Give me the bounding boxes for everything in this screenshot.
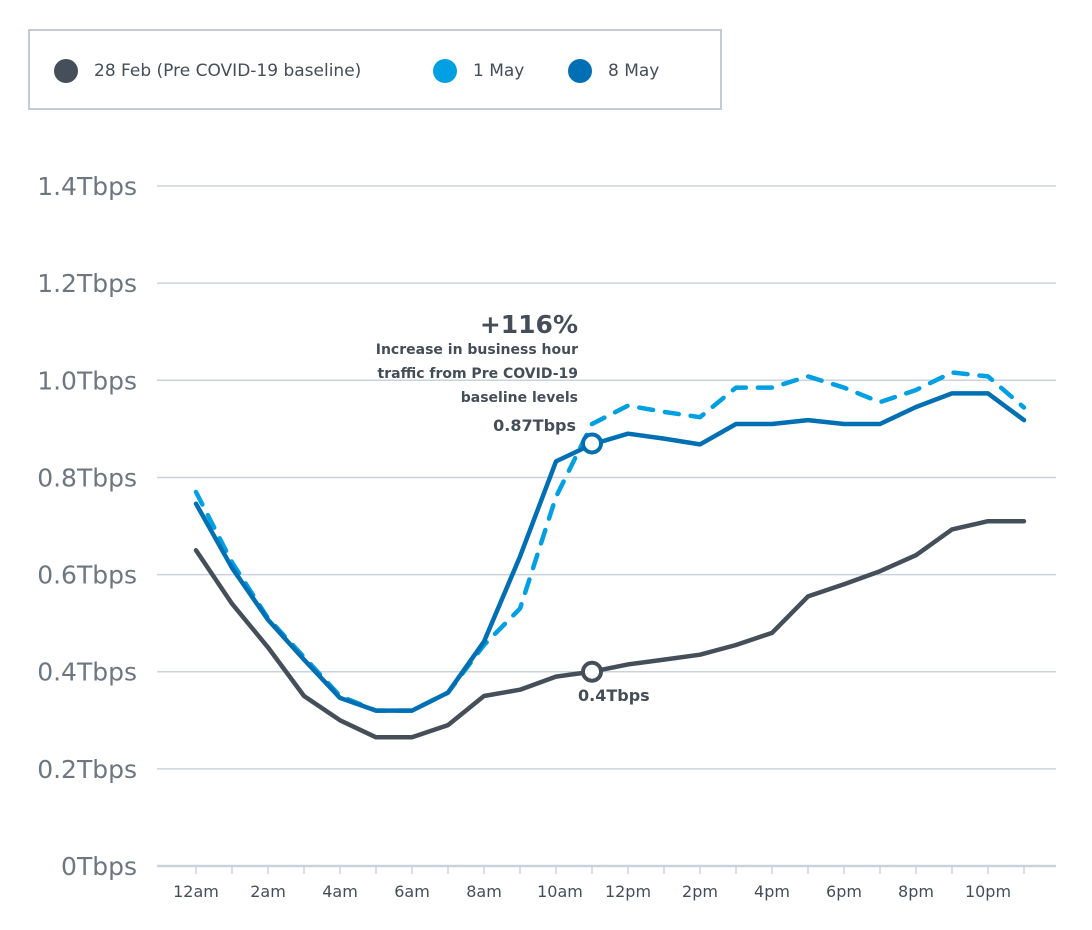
legend-item-8-may: 8 May xyxy=(568,59,659,83)
legend-label: 1 May xyxy=(473,61,525,81)
x-tick-label: 10am xyxy=(537,882,583,901)
x-tick-label: 2pm xyxy=(682,882,718,901)
y-tick-label: 0.4Tbps xyxy=(37,658,137,687)
series-line-28-feb xyxy=(193,518,1027,740)
y-tick-label: 0Tbps xyxy=(61,852,137,881)
x-tick-label: 10pm xyxy=(965,882,1011,901)
legend-item-1-may: 1 May xyxy=(433,59,524,83)
x-tick-label: 4am xyxy=(322,882,358,901)
annotation-value-8-may: 0.87Tbps xyxy=(493,416,576,435)
x-tick-label: 8pm xyxy=(898,882,934,901)
y-tick-label: 1.2Tbps xyxy=(37,269,137,298)
y-tick-label: 1.0Tbps xyxy=(37,366,137,395)
series-line-1-may xyxy=(193,370,1027,713)
series-lines xyxy=(193,370,1027,740)
chart-legend: 28 Feb (Pre COVID-19 baseline) 1 May 8 M… xyxy=(28,29,722,110)
highlight-marker-8-may xyxy=(581,432,603,455)
y-tick-label: 1.4Tbps xyxy=(37,172,137,201)
legend-swatch-28-feb xyxy=(54,59,78,83)
x-tick-label: 12am xyxy=(173,882,219,901)
y-tick-label: 0.2Tbps xyxy=(37,755,137,784)
series-line-8-may xyxy=(193,391,1027,713)
annotation-text: Increase in business hour xyxy=(376,342,578,358)
legend-label: 28 Feb (Pre COVID-19 baseline) xyxy=(94,61,362,81)
x-axis: 12am 2am 4am 6am 8am 10am 12pm 2pm 4pm 6pm 8pm 10pm xyxy=(173,866,1025,901)
annotations: +116% Increase in business hour traffic fr… xyxy=(376,310,650,705)
legend-swatch-8-may xyxy=(568,59,592,83)
x-tick-label: 6am xyxy=(394,882,430,901)
gridlines xyxy=(157,185,1056,868)
y-tick-label: 0.6Tbps xyxy=(37,561,137,590)
x-tick-label: 4pm xyxy=(754,882,790,901)
annotation-text: traffic from Pre COVID-19 xyxy=(378,366,578,382)
highlight-marker-28-feb xyxy=(581,660,603,683)
x-tick-label: 6pm xyxy=(826,882,862,901)
legend-swatch-1-may xyxy=(433,59,457,83)
annotation-text: baseline levels xyxy=(461,390,578,406)
x-tick-label: 8am xyxy=(466,882,502,901)
legend-item-28-feb: 28 Feb (Pre COVID-19 baseline) xyxy=(54,59,361,83)
y-axis-ticks: 0Tbps 0.2Tbps 0.4Tbps 0.6Tbps 0.8Tbps 1.0Tbps… xyxy=(37,172,137,881)
annotation-headline: +116% xyxy=(480,310,578,339)
x-tick-label: 2am xyxy=(250,882,286,901)
legend-label: 8 May xyxy=(608,61,660,81)
x-tick-label: 12pm xyxy=(605,882,651,901)
y-tick-label: 0.8Tbps xyxy=(37,463,137,492)
annotation-value-28-feb: 0.4Tbps xyxy=(578,686,650,705)
